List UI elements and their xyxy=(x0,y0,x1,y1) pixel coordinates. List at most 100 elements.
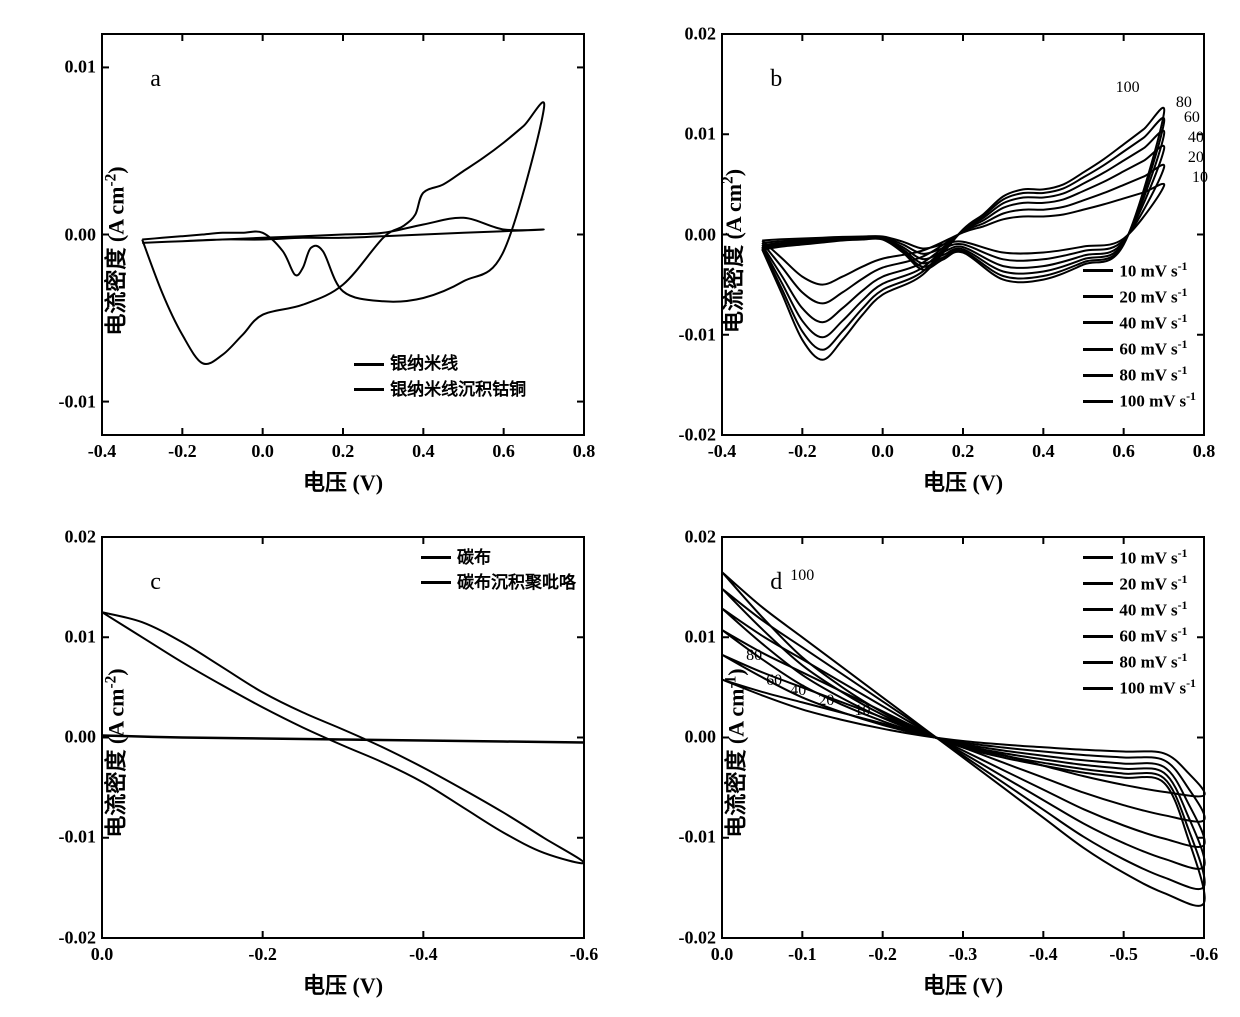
xlabel: 电压 (V) xyxy=(923,465,1003,497)
legend-swatch xyxy=(1083,582,1113,585)
xtick-label: -0.4 xyxy=(409,944,438,965)
legend-swatch xyxy=(1083,269,1113,272)
figure-grid: -0.4 -0.2 0.0 0.2 0.4 0.6 0.8 -0.01 0.00 0.01 a 电压 … xyxy=(0,0,1240,1017)
curve-annotation: 80 xyxy=(746,647,762,665)
legend-swatch xyxy=(1083,374,1113,377)
panel-letter: a xyxy=(150,66,161,93)
panel-b: -0.4-0.20.00.20.40.60.8-0.02-0.010.000.0… xyxy=(640,20,1220,495)
ytick-label: 0.01 xyxy=(65,57,97,78)
xtick-label: -0.2 xyxy=(248,944,277,965)
legend-label: 100 mV s-1 xyxy=(1119,675,1196,701)
xtick-label: -0.4 xyxy=(1029,944,1058,965)
xlabel: 电压 (V) xyxy=(303,465,383,497)
legend-swatch xyxy=(1083,661,1113,664)
legend: 碳布碳布沉积聚吡咯 xyxy=(421,545,576,596)
ytick-label: 0.02 xyxy=(685,526,717,547)
xtick-label: 0.0 xyxy=(251,441,274,462)
curve-annotation: 100 xyxy=(790,567,814,585)
curve-annotation: 60 xyxy=(766,672,782,690)
xtick-label: -0.4 xyxy=(88,441,117,462)
legend-label: 碳布 xyxy=(457,545,491,571)
xtick-label: 0.8 xyxy=(573,441,596,462)
legend-item: 20 mV s-1 xyxy=(1083,571,1196,597)
ytick-label: 0.00 xyxy=(65,727,97,748)
curve-annotation: 40 xyxy=(790,682,806,700)
curve-annotation: 60 xyxy=(1184,109,1200,127)
legend-label: 10 mV s-1 xyxy=(1119,258,1187,284)
legend-item: 10 mV s-1 xyxy=(1083,545,1196,571)
ytick-label: 0.00 xyxy=(65,224,97,245)
panel-letter: b xyxy=(770,66,782,93)
curve-annotation: 40 xyxy=(1188,129,1204,147)
legend-label: 银纳米线沉积钴铜 xyxy=(390,377,526,403)
curve-annotation: 10 xyxy=(1192,169,1208,187)
legend-item: 60 mV s-1 xyxy=(1083,623,1196,649)
xtick-label: -0.5 xyxy=(1109,944,1138,965)
xtick-label: 0.4 xyxy=(1032,441,1055,462)
ylabel: 电流密度 (A cm-2) xyxy=(99,668,131,837)
legend-item: 100 mV s-1 xyxy=(1083,675,1196,701)
panel-c: 0.0-0.2-0.4-0.6-0.02-0.010.000.010.02c电压… xyxy=(20,523,600,998)
legend-item: 银纳米线 xyxy=(354,351,526,377)
legend-item: 40 mV s-1 xyxy=(1083,310,1196,336)
panel-letter: c xyxy=(150,569,161,596)
xtick-label: -0.2 xyxy=(168,441,197,462)
legend-item: 60 mV s-1 xyxy=(1083,336,1196,362)
legend-label: 40 mV s-1 xyxy=(1119,310,1187,336)
ylabel: 电流密度 (A cm-2) xyxy=(99,166,131,335)
legend-label: 10 mV s-1 xyxy=(1119,545,1187,571)
ytick-label: -0.01 xyxy=(679,827,717,848)
ylabel: 电流密度 (A cm2) xyxy=(716,168,748,332)
xtick-label: -0.1 xyxy=(788,944,817,965)
legend-swatch xyxy=(421,581,451,584)
xtick-label: 0.4 xyxy=(412,441,435,462)
legend-swatch xyxy=(1083,608,1113,611)
legend-label: 20 mV s-1 xyxy=(1119,284,1187,310)
ytick-label: 0.01 xyxy=(685,626,717,647)
legend-label: 60 mV s-1 xyxy=(1119,336,1187,362)
panel-a: -0.4-0.20.00.20.40.60.8-0.010.000.01a电压 … xyxy=(20,20,600,495)
cv-curve xyxy=(102,735,584,742)
curve-annotation: 20 xyxy=(1188,149,1204,167)
legend-item: 10 mV s-1 xyxy=(1083,258,1196,284)
xtick-label: -0.2 xyxy=(868,944,897,965)
legend-swatch xyxy=(1083,348,1113,351)
curve-annotation: 20 xyxy=(818,692,834,710)
legend-label: 100 mV s-1 xyxy=(1119,388,1196,414)
legend-item: 100 mV s-1 xyxy=(1083,388,1196,414)
xtick-label: 0.2 xyxy=(332,441,355,462)
ytick-label: 0.00 xyxy=(685,727,717,748)
ytick-label: 0.01 xyxy=(685,124,717,145)
legend: 10 mV s-120 mV s-140 mV s-160 mV s-180 m… xyxy=(1083,258,1196,415)
legend: 10 mV s-120 mV s-140 mV s-160 mV s-180 m… xyxy=(1083,545,1196,702)
legend-swatch xyxy=(1083,321,1113,324)
xtick-label: 0.6 xyxy=(492,441,515,462)
xtick-label: 0.8 xyxy=(1193,441,1216,462)
legend-item: 银纳米线沉积钴铜 xyxy=(354,377,526,403)
cv-curve xyxy=(142,218,544,243)
legend-swatch xyxy=(1083,556,1113,559)
xlabel: 电压 (V) xyxy=(303,968,383,1000)
legend-swatch xyxy=(1083,635,1113,638)
xtick-label: 0.0 xyxy=(871,441,894,462)
legend-swatch xyxy=(354,363,384,366)
legend-item: 80 mV s-1 xyxy=(1083,649,1196,675)
ytick-label: -0.02 xyxy=(679,425,717,446)
legend-label: 80 mV s-1 xyxy=(1119,649,1187,675)
legend-swatch xyxy=(1083,687,1113,690)
legend-swatch xyxy=(354,388,384,391)
xtick-label: -0.6 xyxy=(1190,944,1219,965)
xtick-label: 0.2 xyxy=(952,441,975,462)
ytick-label: 0.00 xyxy=(685,224,717,245)
legend-label: 60 mV s-1 xyxy=(1119,623,1187,649)
legend-label: 40 mV s-1 xyxy=(1119,597,1187,623)
legend-item: 碳布沉积聚吡咯 xyxy=(421,570,576,596)
ytick-label: 0.02 xyxy=(65,526,97,547)
legend-label: 碳布沉积聚吡咯 xyxy=(457,570,576,596)
xtick-label: -0.2 xyxy=(788,441,817,462)
legend-label: 银纳米线 xyxy=(390,351,458,377)
legend-swatch xyxy=(421,556,451,559)
legend-item: 80 mV s-1 xyxy=(1083,362,1196,388)
ytick-label: -0.01 xyxy=(59,827,97,848)
curve-annotation: 100 xyxy=(1116,79,1140,97)
